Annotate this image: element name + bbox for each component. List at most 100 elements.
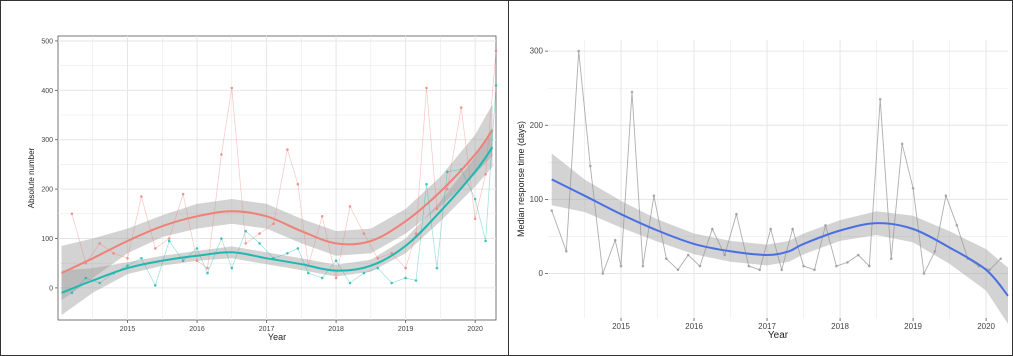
data-point (167, 237, 171, 240)
data-point (735, 212, 738, 216)
data-point (641, 264, 645, 268)
gridlines (58, 36, 496, 320)
data-point (494, 84, 498, 87)
data-point (922, 272, 926, 275)
raw-series (550, 49, 1002, 276)
data-point (404, 276, 407, 280)
data-point (414, 232, 418, 235)
data-point (112, 252, 115, 255)
data-point (206, 266, 209, 270)
data-point (494, 49, 498, 53)
data-point (362, 271, 366, 275)
x-tick-label: 2018 (328, 326, 344, 333)
data-point (676, 268, 680, 272)
y-tick-label: 100 (41, 236, 53, 243)
data-point (550, 209, 553, 212)
x-tick-label: 2016 (685, 322, 703, 331)
x-tick-label: 2019 (398, 326, 414, 333)
data-point (244, 242, 247, 245)
data-point (258, 232, 261, 235)
y-tick-label: 200 (41, 187, 53, 194)
data-point (167, 239, 171, 243)
data-point (286, 148, 289, 151)
data-point (154, 247, 157, 250)
data-point (900, 142, 904, 146)
data-point (334, 259, 338, 263)
x-tick-label: 2020 (467, 326, 483, 333)
data-point (414, 279, 418, 282)
data-point (473, 197, 477, 201)
data-point (446, 170, 449, 174)
data-point (154, 284, 157, 287)
chart-median-response-time: 2015 2016 2017 2018 2019 2020 0 100 200 300 Year… (516, 40, 1009, 341)
data-point (307, 271, 310, 275)
data-point (320, 276, 324, 280)
data-point (70, 212, 74, 216)
x-tick-labels: 2015 2016 2017 2018 2019 2020 (120, 320, 483, 333)
data-point (425, 182, 428, 186)
data-point (296, 182, 300, 186)
data-point (835, 264, 838, 268)
data-point (195, 259, 199, 263)
data-point (780, 268, 783, 272)
data-point (933, 250, 937, 253)
x-tick-label: 2019 (904, 322, 922, 331)
x-tick-label: 2015 (612, 322, 630, 331)
y-tick-label: 500 (41, 38, 53, 45)
x-tick-label: 2017 (758, 322, 776, 331)
x-tick-label: 2015 (120, 326, 136, 333)
data-point (824, 224, 827, 227)
data-point (244, 229, 247, 233)
data-point (376, 257, 380, 260)
y-tick-label: 300 (41, 137, 53, 144)
y-axis-label: Median response time (days) (516, 121, 526, 237)
x-tick-label: 2020 (977, 322, 995, 331)
data-point (955, 224, 959, 227)
x-tick-labels: 2015 2016 2017 2018 2019 2020 (612, 318, 996, 331)
fitted-curve (61, 146, 494, 294)
data-point (126, 264, 129, 268)
data-point (181, 192, 185, 196)
data-point (70, 291, 74, 295)
data-point (181, 259, 185, 263)
data-point (230, 266, 234, 270)
fitted-curves (61, 129, 494, 294)
data-point (425, 86, 428, 90)
data-point (362, 232, 366, 235)
x-tick-label: 2016 (189, 326, 205, 333)
x-axis-label: Year (768, 330, 789, 341)
data-point (619, 264, 623, 268)
data-point (296, 247, 300, 250)
data-point (220, 237, 223, 240)
y-tick-labels: 0 100 200 300 (530, 47, 548, 278)
data-point (723, 253, 726, 257)
data-point (565, 250, 568, 253)
data-point (652, 194, 656, 197)
data-point (630, 90, 634, 94)
data-point (473, 217, 477, 220)
data-point (459, 106, 463, 109)
data-point (98, 242, 101, 245)
data-point (334, 276, 338, 280)
data-point (988, 268, 991, 272)
data-point (999, 257, 1002, 261)
y-tick-label: 0 (49, 285, 53, 292)
data-point (857, 253, 860, 257)
data-point (769, 227, 772, 231)
chart-absolute-number: 2015 2016 2017 2018 2019 2020 0 100 200 300 400 50… (27, 35, 498, 342)
data-point (348, 281, 352, 285)
data-point (665, 257, 668, 261)
fitted-curve (551, 178, 1009, 297)
data-point (878, 98, 882, 101)
x-axis-label: Year (268, 332, 286, 342)
data-point (802, 264, 805, 268)
data-point (435, 266, 439, 270)
data-point (484, 239, 487, 243)
data-point (348, 205, 352, 208)
x-tick-label: 2017 (259, 326, 275, 333)
y-tick-label: 400 (41, 88, 53, 95)
raw-series-line (71, 85, 497, 294)
data-point (286, 252, 289, 255)
fitted-curves (551, 178, 1009, 297)
data-point (911, 187, 915, 190)
